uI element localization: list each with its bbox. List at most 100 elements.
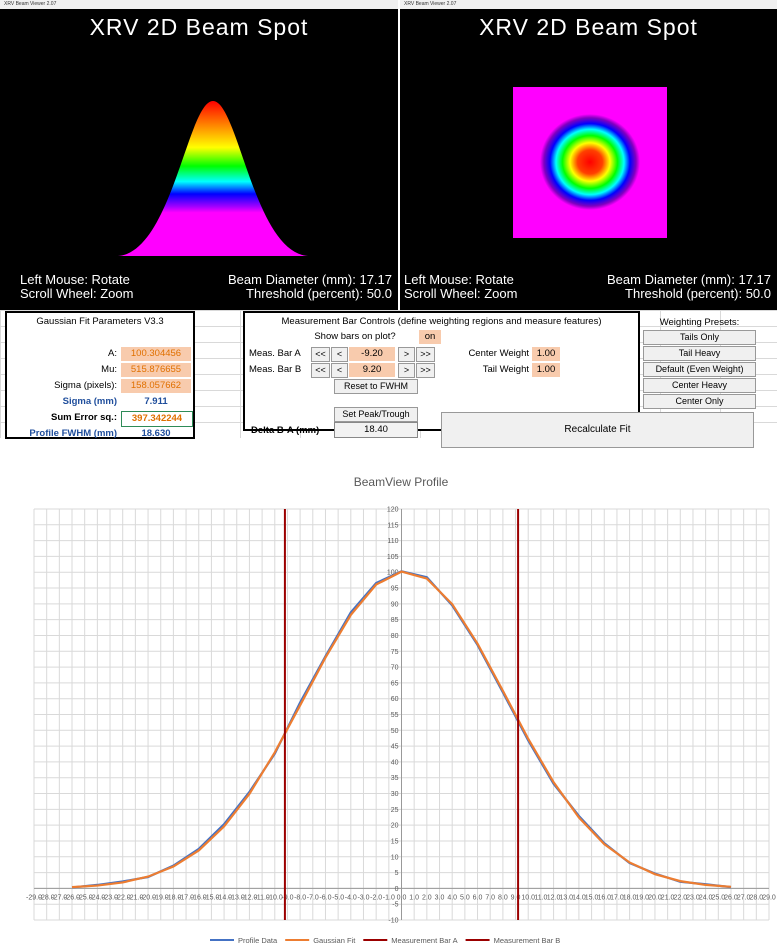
value: 9.20 bbox=[349, 363, 395, 377]
x-tick-label: 10.0 bbox=[521, 894, 535, 901]
hint: Left Mouse: RotateScroll Wheel: Zoom bbox=[20, 273, 133, 301]
button[interactable]: > bbox=[398, 363, 415, 378]
y-tick-label: 10 bbox=[391, 854, 399, 861]
x-tick-label: 21.0 bbox=[661, 894, 675, 901]
x-tick-label: 22.0 bbox=[673, 894, 687, 901]
label: Mu: bbox=[7, 363, 117, 377]
x-tick-label: 4.0 bbox=[447, 894, 457, 901]
y-tick-label: 55 bbox=[391, 712, 399, 719]
panel-title: Weighting Presets: bbox=[643, 316, 756, 330]
x-tick-label: 17.0 bbox=[610, 894, 624, 901]
beam-render bbox=[400, 0, 777, 310]
legend-label: Profile Data bbox=[238, 936, 278, 945]
y-tick-label: 80 bbox=[391, 633, 399, 640]
x-tick-label: 12.0 bbox=[547, 894, 561, 901]
button[interactable]: Reset to FWHM bbox=[334, 379, 418, 394]
x-tick-label: 1.0 bbox=[409, 894, 419, 901]
value: 515.876655 bbox=[121, 363, 191, 377]
value: 1.00 bbox=[532, 347, 560, 361]
x-tick-label: 27.0 bbox=[737, 894, 751, 901]
x-tick-label: 6.0 bbox=[473, 894, 483, 901]
button[interactable]: Default (Even Weight) bbox=[643, 362, 756, 377]
fit-panel: Gaussian Fit Parameters V3.3 A: 100.30445… bbox=[5, 311, 195, 439]
button[interactable]: Center Heavy bbox=[643, 378, 756, 393]
value: 397.342244 bbox=[121, 411, 193, 427]
x-tick-label: -1.0 bbox=[383, 894, 395, 901]
x-tick-label: 13.0 bbox=[559, 894, 573, 901]
label: Center Weight bbox=[449, 347, 529, 361]
y-tick-label: 40 bbox=[391, 759, 399, 766]
x-tick-label: 2.0 bbox=[422, 894, 432, 901]
value: 1.00 bbox=[532, 363, 560, 377]
x-tick-label: 5.0 bbox=[460, 894, 470, 901]
y-tick-label: 120 bbox=[387, 507, 399, 514]
chart: BeamView Profile -10-5051015202530354045… bbox=[0, 432, 777, 947]
legend-label: Measurement Bar A bbox=[391, 936, 457, 945]
x-tick-label: 25.0 bbox=[711, 894, 725, 901]
y-tick-label: 115 bbox=[387, 522, 398, 529]
toggle[interactable]: on bbox=[419, 330, 441, 344]
x-tick-label: 8.0 bbox=[498, 894, 508, 901]
label: Sum Error sq.: bbox=[7, 411, 117, 425]
y-tick-label: 85 bbox=[391, 617, 399, 624]
x-tick-label: -8.0 bbox=[294, 894, 306, 901]
y-tick-label: 5 bbox=[395, 870, 399, 877]
y-tick-label: 35 bbox=[391, 775, 399, 782]
y-tick-label: -5 bbox=[392, 902, 398, 909]
y-tick-label: 60 bbox=[391, 696, 399, 703]
label: Sigma (pixels): bbox=[7, 379, 117, 393]
button[interactable]: > bbox=[398, 347, 415, 362]
panel-title: Gaussian Fit Parameters V3.3 bbox=[7, 315, 193, 329]
x-tick-label: -2.0 bbox=[370, 894, 382, 901]
y-tick-label: 90 bbox=[391, 601, 399, 608]
viewer-window: XRV Beam Viewer 2.07 XRV 2D Beam Spot Le… bbox=[400, 0, 777, 310]
button[interactable]: Tail Heavy bbox=[643, 346, 756, 361]
y-tick-label: -10 bbox=[388, 918, 398, 925]
value: 100.304456 bbox=[121, 347, 191, 361]
button[interactable]: >> bbox=[416, 363, 435, 378]
y-tick-label: 75 bbox=[391, 649, 399, 656]
x-tick-label: -5.0 bbox=[332, 894, 344, 901]
page: XRV Beam Viewer 2.07 XRV 2D Beam Spot Le… bbox=[0, 0, 777, 947]
button[interactable]: Center Only bbox=[643, 394, 756, 409]
x-tick-label: -7.0 bbox=[307, 894, 319, 901]
button[interactable]: >> bbox=[416, 347, 435, 362]
label: Sigma (mm) bbox=[7, 395, 117, 409]
label: A: bbox=[7, 347, 117, 361]
x-tick-label: -6.0 bbox=[319, 894, 331, 901]
y-tick-label: 65 bbox=[391, 680, 399, 687]
y-tick-label: 15 bbox=[391, 838, 399, 845]
value: 158.057662 bbox=[121, 379, 191, 393]
x-tick-label: 15.0 bbox=[585, 894, 599, 901]
x-tick-label: 0.0 bbox=[397, 894, 407, 901]
button[interactable]: << bbox=[311, 347, 330, 362]
panel-title: Measurement Bar Controls (define weighti… bbox=[245, 315, 638, 329]
x-tick-label: 3.0 bbox=[435, 894, 445, 901]
legend-label: Measurement Bar B bbox=[494, 936, 561, 945]
x-tick-label: -9.0 bbox=[281, 894, 293, 901]
label: Show bars on plot? bbox=[295, 330, 415, 344]
x-tick-label: 20.0 bbox=[648, 894, 662, 901]
x-tick-label: 26.0 bbox=[724, 894, 738, 901]
y-tick-label: 50 bbox=[391, 728, 399, 735]
button[interactable]: < bbox=[331, 363, 348, 378]
y-tick-label: 30 bbox=[391, 791, 399, 798]
viewer-window: XRV Beam Viewer 2.07 XRV 2D Beam Spot Le… bbox=[0, 0, 398, 310]
x-tick-label: 28.0 bbox=[750, 894, 764, 901]
button[interactable]: << bbox=[311, 363, 330, 378]
x-tick-label: 19.0 bbox=[635, 894, 649, 901]
beam-profile-3d bbox=[118, 101, 308, 256]
chart-title: BeamView Profile bbox=[354, 475, 449, 489]
value: -9.20 bbox=[349, 347, 395, 361]
button[interactable]: Set Peak/Trough bbox=[334, 407, 418, 422]
y-tick-label: 45 bbox=[391, 744, 399, 751]
button[interactable]: Tails Only bbox=[643, 330, 756, 345]
button[interactable]: < bbox=[331, 347, 348, 362]
beam-render bbox=[0, 0, 398, 310]
label: Meas. Bar A bbox=[249, 347, 301, 361]
x-tick-label: 29.0 bbox=[762, 894, 776, 901]
y-tick-label: 20 bbox=[391, 823, 399, 830]
x-tick-label: -3.0 bbox=[357, 894, 369, 901]
y-tick-label: 110 bbox=[387, 538, 398, 545]
